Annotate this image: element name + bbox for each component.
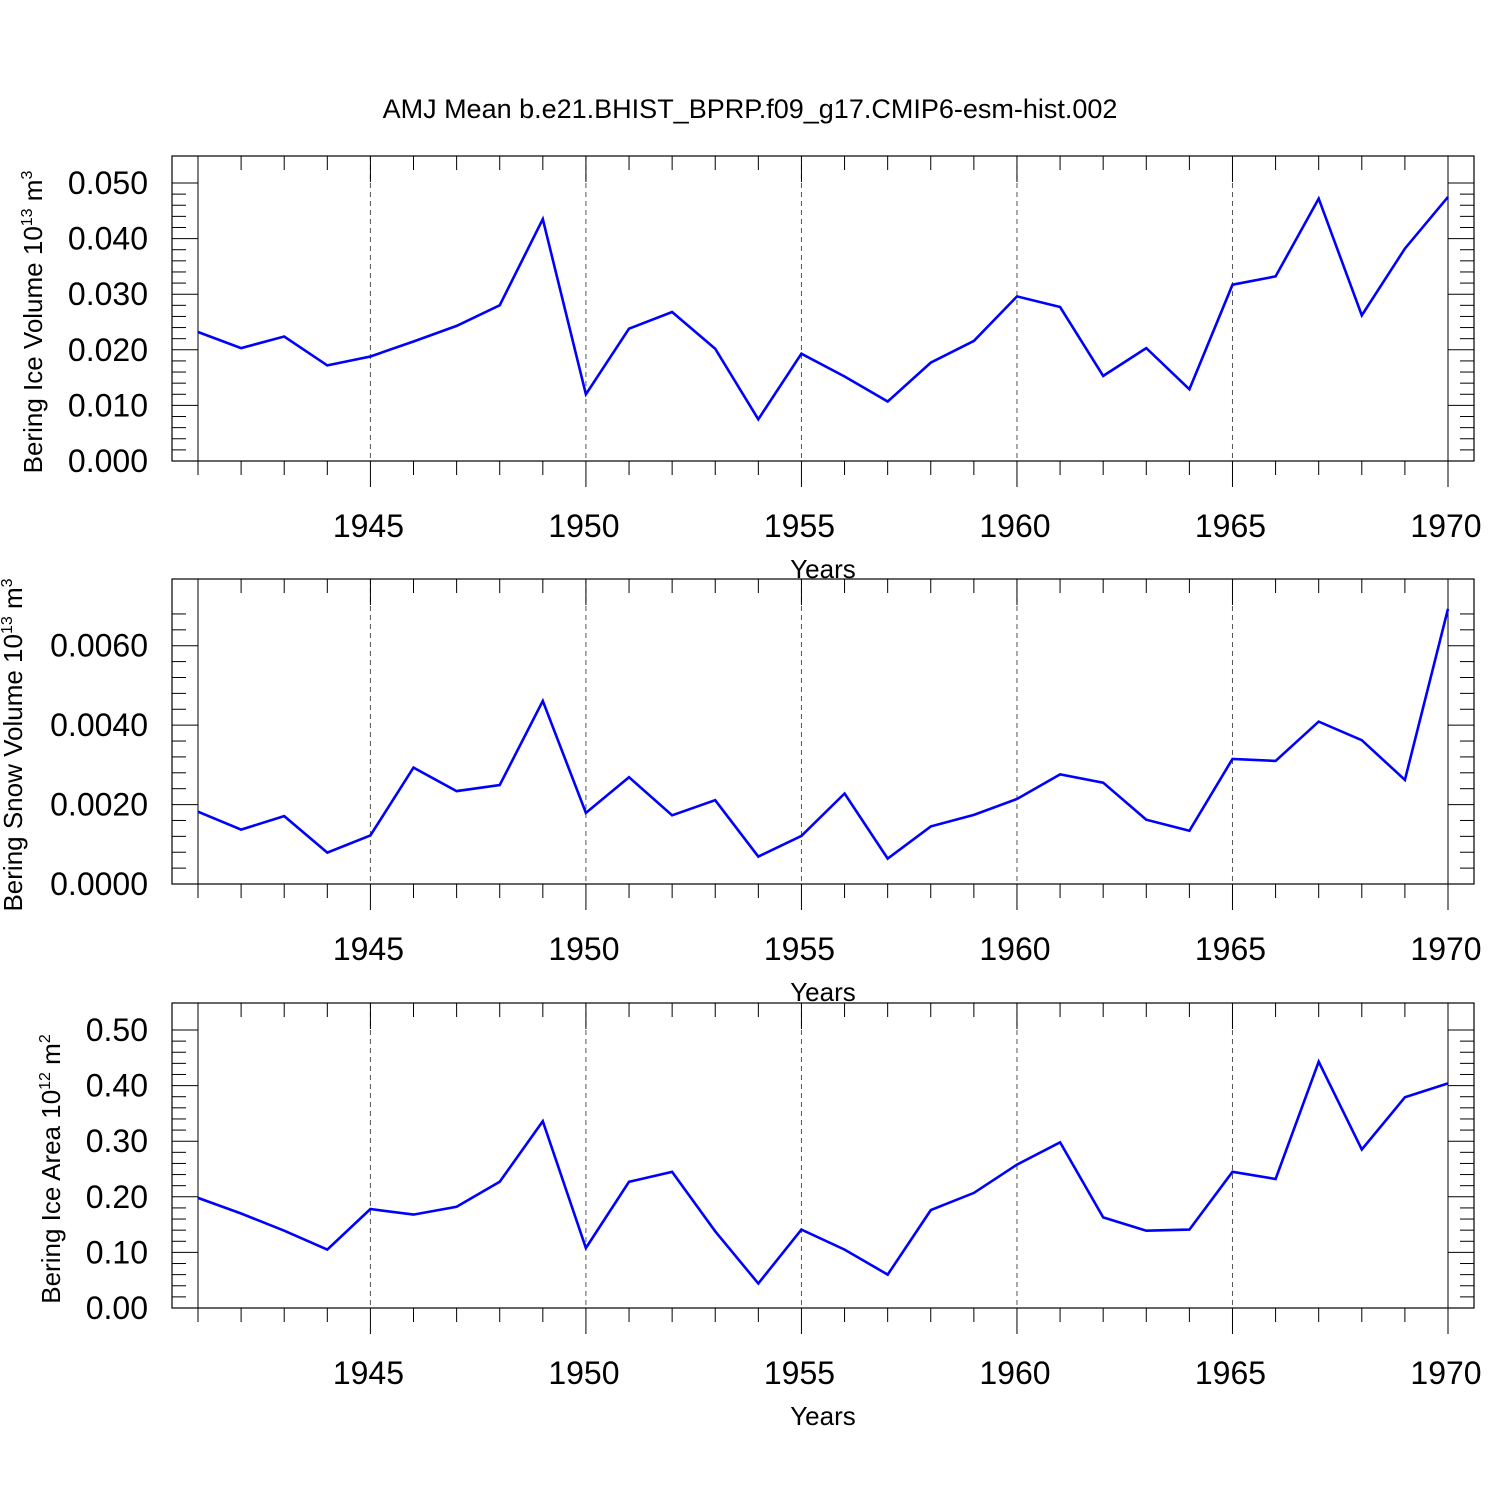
y-tick-label: 0.050	[68, 165, 148, 201]
plot-frame	[171, 155, 1475, 462]
y-tick-label: 0.040	[68, 221, 148, 257]
y-tick-label: 0.00	[86, 1290, 148, 1326]
x-tick-label: 1955	[764, 1355, 835, 1391]
y-axis-title-exponent: 12	[37, 1072, 54, 1090]
y-tick-label: 0.0020	[50, 787, 148, 823]
x-tick-label: 1950	[548, 931, 619, 967]
x-tick-label: 1950	[548, 508, 619, 544]
y-tick-label: 0.0040	[50, 707, 148, 743]
y-axis-title-unit: m	[18, 180, 48, 209]
y-tick-label: 0.30	[86, 1123, 148, 1159]
plot-frame	[171, 578, 1475, 885]
x-tick-label: 1955	[764, 931, 835, 967]
y-axis-title-unit: m	[36, 1043, 66, 1072]
y-tick-label: 0.020	[68, 332, 148, 368]
x-tick-label: 1955	[764, 508, 835, 544]
plot-frame	[171, 1002, 1475, 1309]
y-axis-title-unit-exponent: 2	[37, 1034, 54, 1043]
y-axis-title-text: Bering Ice Area 10	[36, 1090, 66, 1304]
y-tick-label: 0.030	[68, 276, 148, 312]
x-tick-label: 1960	[979, 931, 1050, 967]
y-tick-label: 0.0060	[50, 628, 148, 664]
y-axis-title-unit-exponent: 3	[19, 171, 36, 180]
x-tick-label: 1965	[1195, 1355, 1266, 1391]
x-tick-label: 1945	[333, 508, 404, 544]
y-axis-title: Bering Ice Volume 1013 m3	[18, 171, 48, 474]
series-line	[197, 608, 1450, 861]
plots: 0.000 0.010 0.020 0.030 0.040 0.050 1945 1950 19…	[0, 155, 1482, 1431]
y-tick-label: 0.10	[86, 1234, 148, 1270]
figure-title: AMJ Mean b.e21.BHIST_BPRP.f09_g17.CMIP6-…	[383, 94, 1118, 124]
x-axis-title: Years	[790, 1401, 856, 1431]
panel-2: 0.0000 0.0020 0.0040 0.0060 1945 1950 1955 1960…	[0, 578, 1482, 1007]
series-line	[197, 1058, 1449, 1286]
y-axis-title-unit-exponent: 3	[0, 578, 16, 587]
y-axis-title-unit: m	[0, 587, 28, 616]
x-tick-label: 1970	[1410, 931, 1481, 967]
y-tick-label: 0.000	[68, 443, 148, 479]
x-tick-label: 1965	[1195, 508, 1266, 544]
x-tick-label: 1945	[333, 1355, 404, 1391]
y-tick-label: 0.010	[68, 387, 148, 423]
y-tick-label: 0.50	[86, 1012, 148, 1048]
panel-1: 0.000 0.010 0.020 0.030 0.040 0.050 1945 1950 19…	[18, 155, 1482, 584]
x-tick-label: 1945	[333, 931, 404, 967]
x-tick-label: 1950	[548, 1355, 619, 1391]
x-tick-label: 1970	[1410, 1355, 1481, 1391]
y-axis-title: Bering Snow Volume 1013 m3	[0, 578, 28, 911]
x-axis-title: Years	[790, 977, 856, 1007]
series-line	[197, 195, 1449, 422]
y-axis-title-exponent: 13	[0, 616, 16, 634]
y-axis-title-text: Bering Ice Volume 10	[18, 226, 48, 473]
panel-3: 0.00 0.10 0.20 0.30 0.40 0.50 1945 1950 1955 1960…	[36, 1002, 1482, 1431]
x-tick-label: 1965	[1195, 931, 1266, 967]
y-axis-title-text: Bering Snow Volume 10	[0, 634, 28, 912]
x-tick-label: 1970	[1410, 508, 1481, 544]
y-axis-title: Bering Ice Area 1012 m2	[36, 1034, 66, 1304]
x-tick-label: 1960	[979, 508, 1050, 544]
y-tick-label: 0.20	[86, 1179, 148, 1215]
y-axis-title-exponent: 13	[19, 208, 36, 226]
y-tick-label: 0.40	[86, 1068, 148, 1104]
y-tick-label: 0.0000	[50, 866, 148, 902]
x-tick-label: 1960	[979, 1355, 1050, 1391]
